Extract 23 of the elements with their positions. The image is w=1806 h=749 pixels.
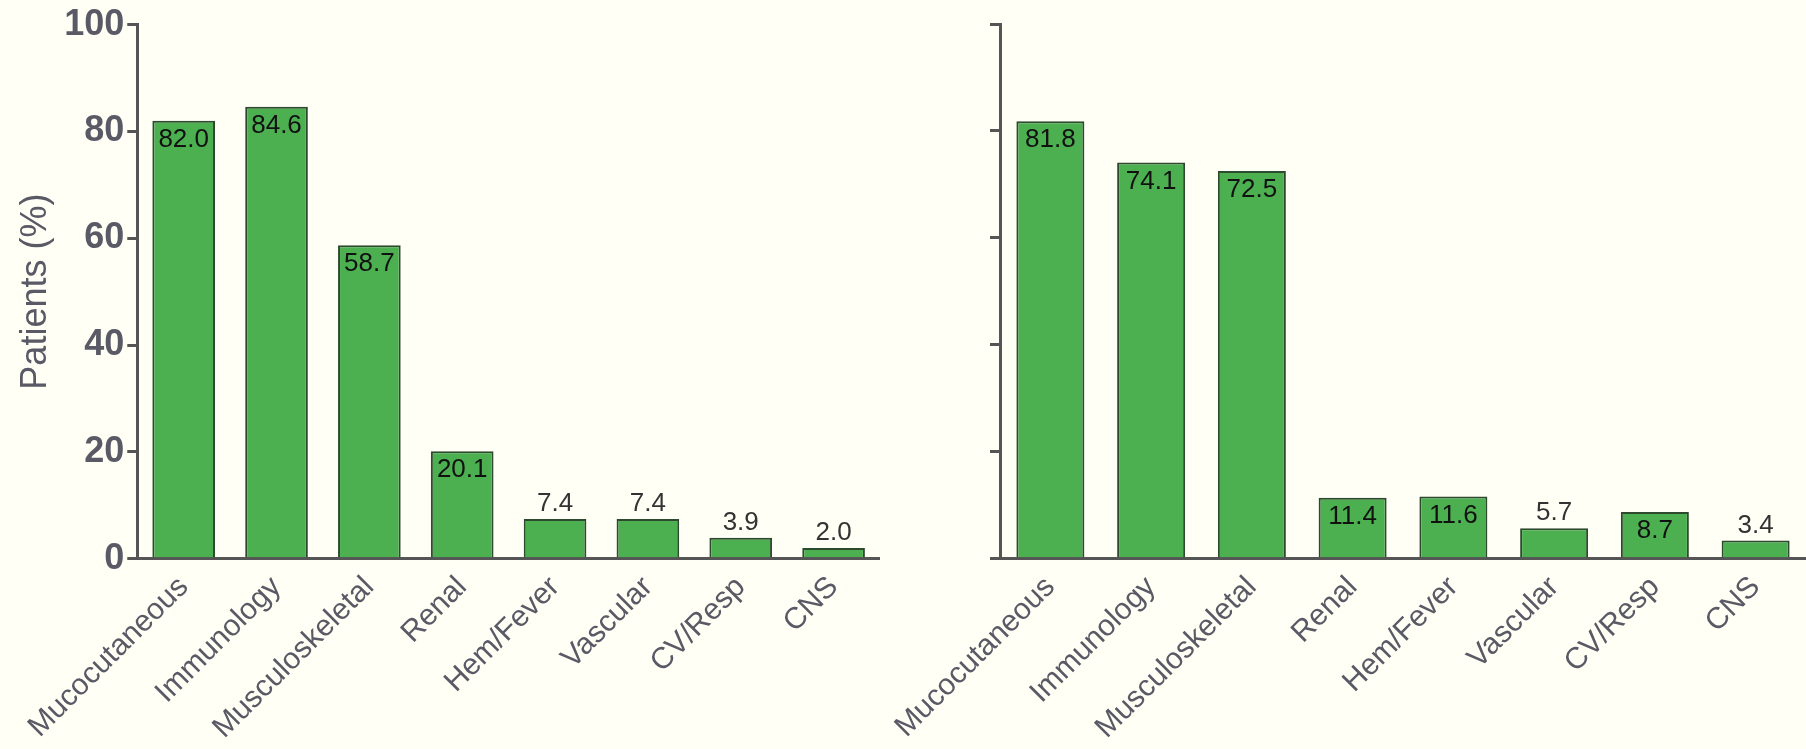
data-label: 81.8 — [1025, 123, 1076, 154]
data-label: 72.5 — [1226, 173, 1278, 204]
data-label: 3.9 — [722, 505, 759, 536]
data-label: 7.4 — [536, 487, 574, 518]
y-axis-title: Patients (%) — [12, 193, 54, 390]
y-tick-label: 80 — [84, 108, 125, 150]
data-label: 58.7 — [344, 247, 395, 278]
y-tick-label: 60 — [84, 215, 125, 257]
data-label: 8.7 — [1636, 514, 1673, 545]
y-tick-label: 0 — [104, 535, 125, 577]
data-label: 2.0 — [815, 516, 852, 547]
y-tick-label: 40 — [84, 321, 125, 363]
data-label: 11.4 — [1328, 499, 1377, 530]
data-label: 82.0 — [158, 122, 209, 153]
data-label: 11.6 — [1429, 498, 1478, 529]
data-label: 3.4 — [1737, 508, 1774, 539]
data-label: 84.6 — [251, 109, 302, 140]
data-label: 74.1 — [1125, 164, 1177, 195]
y-tick-label: 100 — [64, 1, 125, 43]
data-label: 5.7 — [1536, 496, 1573, 527]
data-label: 7.4 — [629, 487, 666, 518]
data-label: 20.1 — [436, 453, 488, 484]
y-tick-label: 20 — [84, 428, 125, 470]
